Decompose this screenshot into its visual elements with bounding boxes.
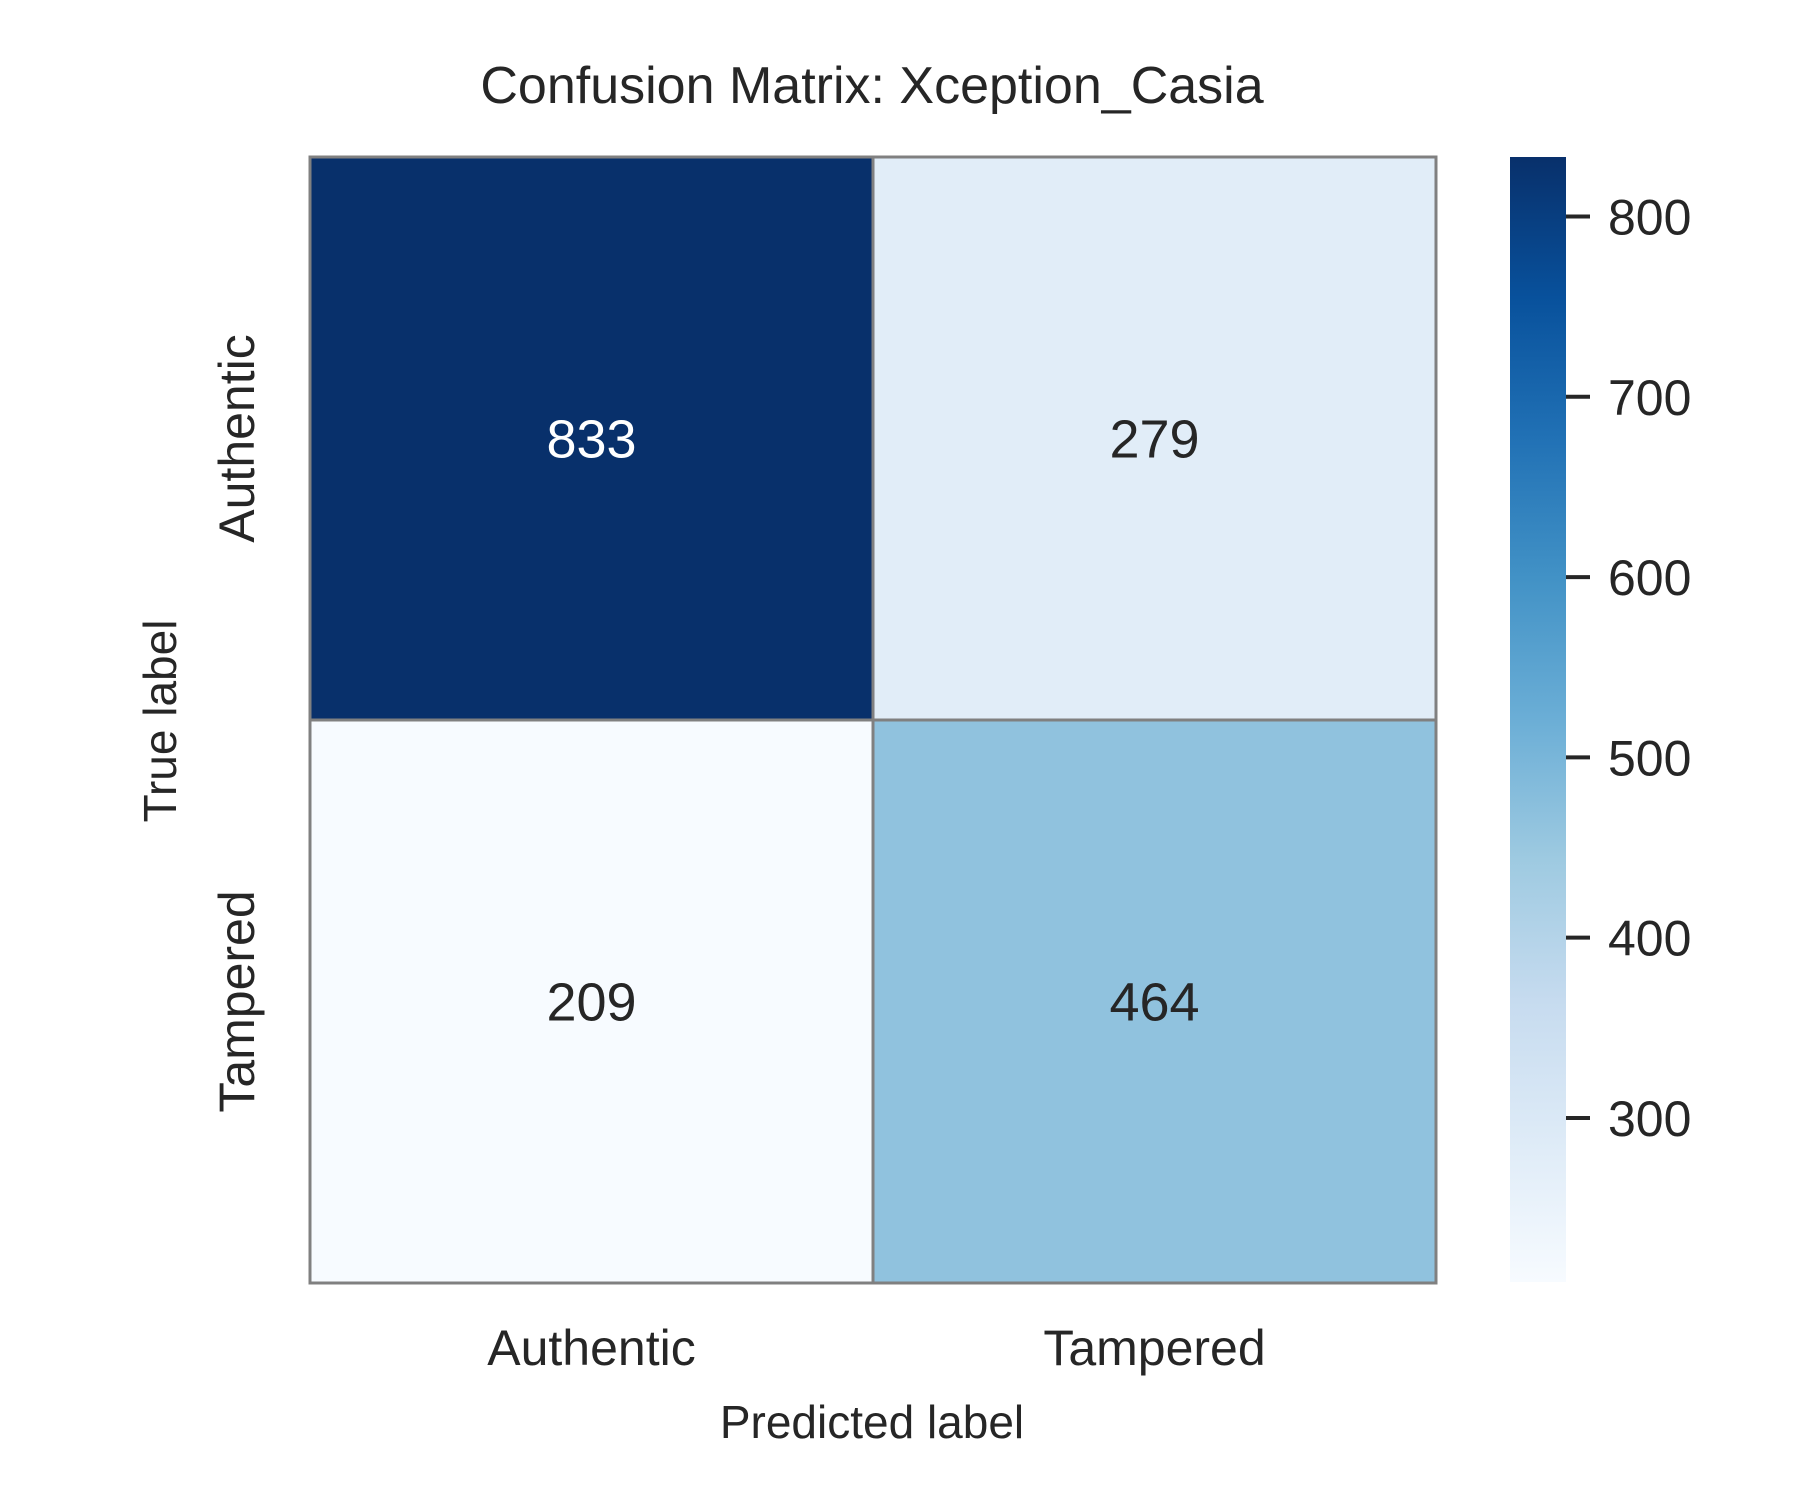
cell-value-label: 279	[1109, 410, 1199, 470]
chart-title: Confusion Matrix: Xception_Casia	[480, 57, 1263, 115]
colorbar-gradient	[1510, 157, 1566, 1282]
colorbar-tick-label: 800	[1608, 189, 1691, 245]
heatmap-cell	[871, 155, 1438, 722]
heatmap-cell	[308, 155, 875, 722]
heatmap-cells	[308, 155, 1438, 1285]
y-tick-label: Authentic	[209, 334, 265, 542]
colorbar-tick-label: 400	[1608, 911, 1691, 967]
heatmap-cell	[871, 718, 1438, 1285]
colorbar-tick-label: 300	[1608, 1091, 1691, 1147]
x-tick-label: Authentic	[487, 1320, 695, 1376]
cell-value-label: 833	[546, 410, 636, 470]
y-tick-labels: Authentic Tampered	[209, 334, 265, 1112]
colorbar: 300 400 500 600 700 800	[1510, 157, 1691, 1282]
colorbar-tick-label: 500	[1608, 730, 1691, 786]
colorbar-tick-label: 700	[1608, 370, 1691, 426]
cell-value-label: 464	[1109, 973, 1199, 1033]
x-tick-labels: Authentic Tampered	[487, 1320, 1265, 1376]
heatmap-cell	[308, 718, 875, 1285]
colorbar-tick-label: 600	[1608, 550, 1691, 606]
x-axis-title: Predicted label	[720, 1396, 1024, 1448]
x-tick-label: Tampered	[1043, 1320, 1265, 1376]
cell-value-label: 209	[546, 973, 636, 1033]
y-axis-title: True label	[134, 620, 186, 823]
cell-annotations: 833 279 209 464	[546, 410, 1199, 1033]
y-tick-label: Tampered	[209, 890, 265, 1112]
